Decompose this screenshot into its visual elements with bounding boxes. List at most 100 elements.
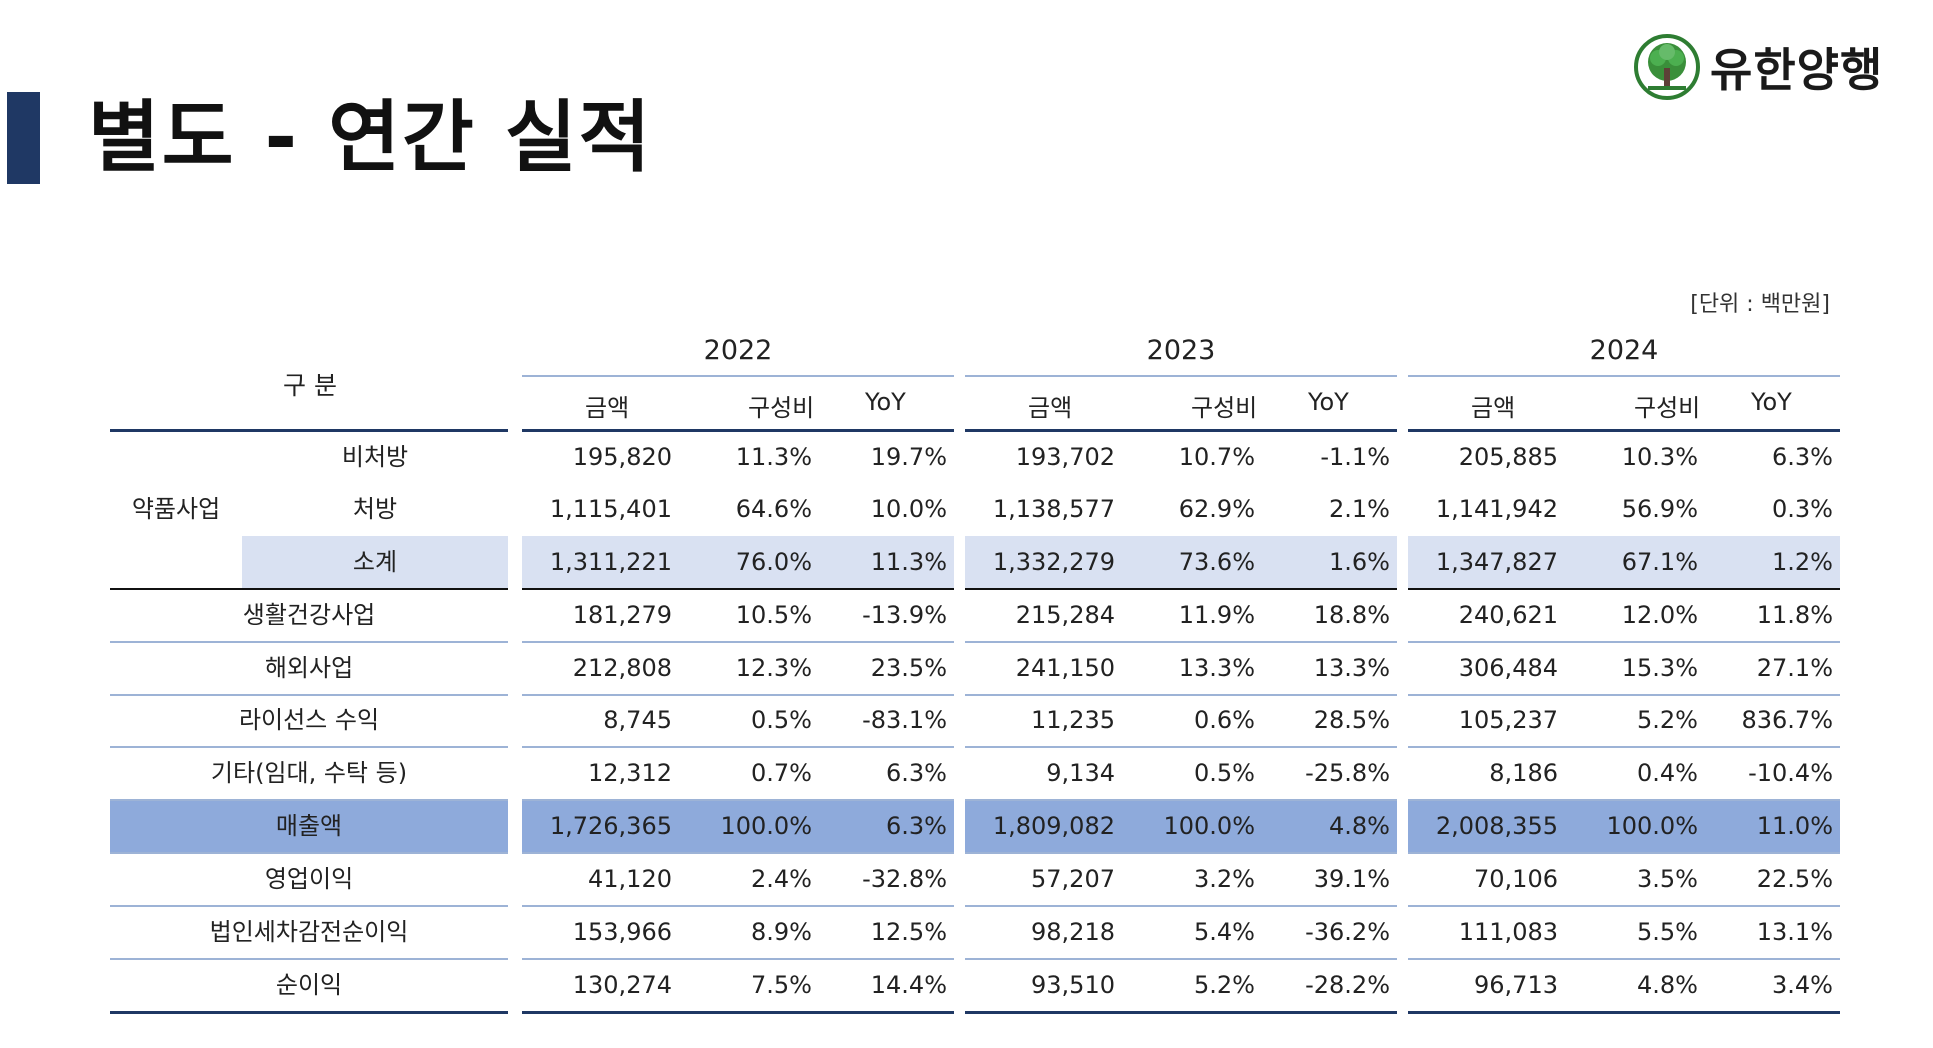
table-row: 해외사업 212,808 12.3% 23.5% 241,150 13.3% 13.3% 30… — [0, 642, 1933, 695]
row-rule — [110, 641, 508, 643]
row-rule — [1408, 746, 1840, 748]
yoy-cell: 39.1% — [1313, 865, 1390, 893]
row-rule — [965, 852, 1397, 854]
amount-cell: 1,347,827 — [1435, 548, 1558, 576]
year-underline — [1408, 375, 1840, 377]
ratio-cell: 0.4% — [1637, 759, 1698, 787]
ratio-cell: 67.1% — [1621, 548, 1698, 576]
title-accent-bar — [7, 92, 40, 184]
ratio-cell: 56.9% — [1621, 495, 1698, 523]
amount-cell: 12,312 — [588, 759, 672, 787]
yoy-cell: 6.3% — [886, 812, 947, 840]
ratio-cell: 3.2% — [1194, 865, 1255, 893]
yoy-cell: 12.5% — [870, 918, 947, 946]
ratio-cell: 5.5% — [1637, 918, 1698, 946]
ratio-cell: 62.9% — [1178, 495, 1255, 523]
table-bottom-rule — [1408, 1011, 1840, 1014]
amount-cell: 1,809,082 — [992, 812, 1115, 840]
header-rule — [965, 429, 1397, 432]
yoy-cell: 13.1% — [1756, 918, 1833, 946]
year-underline — [522, 375, 954, 377]
ratio-cell: 100.0% — [1606, 812, 1698, 840]
table-row: 순이익 130,274 7.5% 14.4% 93,510 5.2% -28.2% 96,71… — [0, 959, 1933, 1012]
row-rule — [110, 588, 508, 590]
ratio-cell: 13.3% — [1178, 654, 1255, 682]
ratio-cell: 5.2% — [1194, 971, 1255, 999]
yoy-cell: 11.8% — [1756, 601, 1833, 629]
yoy-cell: 18.8% — [1313, 601, 1390, 629]
amount-cell: 1,332,279 — [992, 548, 1115, 576]
subtotal-shade — [522, 536, 954, 589]
amount-cell: 2,008,355 — [1435, 812, 1558, 840]
amount-cell: 215,284 — [1015, 601, 1115, 629]
yoy-cell: 4.8% — [1329, 812, 1390, 840]
yoy-cell: -36.2% — [1305, 918, 1390, 946]
row-label: 법인세차감전순이익 — [209, 918, 409, 946]
yoy-cell: 14.4% — [870, 971, 947, 999]
row-label: 영업이익 — [264, 865, 354, 893]
willow-tree-icon — [1634, 34, 1700, 100]
amount-cell: 130,274 — [572, 971, 672, 999]
amount-cell: 306,484 — [1458, 654, 1558, 682]
row-rule — [965, 641, 1397, 643]
yoy-cell: -32.8% — [862, 865, 947, 893]
row-rule — [522, 694, 954, 696]
amount-cell: 70,106 — [1474, 865, 1558, 893]
ratio-cell: 64.6% — [735, 495, 812, 523]
ratio-cell: 7.5% — [751, 971, 812, 999]
row-label: 비처방 — [341, 443, 409, 471]
amount-cell: 57,207 — [1031, 865, 1115, 893]
amount-cell: 98,218 — [1031, 918, 1115, 946]
row-rule — [522, 641, 954, 643]
yoy-cell: 27.1% — [1756, 654, 1833, 682]
row-label: 생활건강사업 — [242, 601, 376, 629]
row-rule — [110, 958, 508, 960]
year-header-2022: 2022 — [703, 335, 773, 366]
col-yoy-header: YoY — [865, 388, 906, 416]
ratio-cell: 10.3% — [1621, 443, 1698, 471]
table-bottom-rule — [110, 1011, 508, 1014]
row-rule — [1408, 905, 1840, 907]
row-label: 기타(임대, 수탁 등) — [210, 759, 408, 787]
col-amount-header: 금액 — [1471, 394, 1516, 422]
yoy-cell: -1.1% — [1320, 443, 1390, 471]
ratio-cell: 76.0% — [735, 548, 812, 576]
row-rule — [1408, 852, 1840, 854]
ratio-cell: 10.7% — [1178, 443, 1255, 471]
amount-cell: 193,702 — [1015, 443, 1115, 471]
row-rule — [110, 799, 508, 801]
amount-cell: 9,134 — [1046, 759, 1115, 787]
yoy-cell: 1.2% — [1772, 548, 1833, 576]
ratio-cell: 10.5% — [735, 601, 812, 629]
subtotal-shade — [965, 536, 1397, 589]
ratio-cell: 2.4% — [751, 865, 812, 893]
amount-cell: 111,083 — [1458, 918, 1558, 946]
table-row: 기타(임대, 수탁 등) 12,312 0.7% 6.3% 9,134 0.5% -25.8… — [0, 747, 1933, 800]
subtotal-shade — [1408, 536, 1840, 589]
group-label-pharma: 약품사업 — [131, 495, 221, 523]
row-rule — [522, 799, 954, 801]
row-label: 처방 — [352, 495, 398, 523]
row-rule — [1408, 799, 1840, 801]
ratio-cell: 0.5% — [1194, 759, 1255, 787]
yoy-cell: 836.7% — [1741, 706, 1833, 734]
row-label: 소계 — [352, 548, 398, 576]
yoy-cell: -13.9% — [862, 601, 947, 629]
year-header-2023: 2023 — [1146, 335, 1216, 366]
yoy-cell: 23.5% — [870, 654, 947, 682]
ratio-cell: 3.5% — [1637, 865, 1698, 893]
ratio-cell: 100.0% — [720, 812, 812, 840]
header-rule — [1408, 429, 1840, 432]
row-rule — [965, 694, 1397, 696]
row-rule — [522, 852, 954, 854]
row-rule — [1408, 588, 1840, 590]
ratio-cell: 4.8% — [1637, 971, 1698, 999]
row-rule — [110, 905, 508, 907]
yoy-cell: 10.0% — [870, 495, 947, 523]
amount-cell: 205,885 — [1458, 443, 1558, 471]
row-label: 라이선스 수익 — [238, 706, 380, 734]
yoy-cell: -25.8% — [1305, 759, 1390, 787]
col-yoy-header: YoY — [1751, 388, 1792, 416]
yoy-cell: 22.5% — [1756, 865, 1833, 893]
amount-cell: 1,138,577 — [992, 495, 1115, 523]
